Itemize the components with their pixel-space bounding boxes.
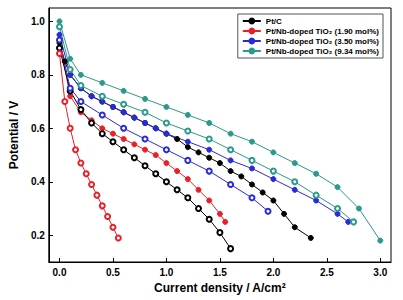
svg-text:2.0: 2.0 [266,267,280,278]
svg-text:Pt/Nb-doped TiO₂ (1.90 mol%): Pt/Nb-doped TiO₂ (1.90 mol%) [266,27,380,36]
svg-text:Potential / V: Potential / V [7,101,21,170]
svg-text:0.2: 0.2 [31,230,45,241]
svg-text:2.5: 2.5 [320,267,334,278]
svg-text:0.5: 0.5 [106,267,120,278]
svg-text:0.0: 0.0 [53,267,67,278]
svg-text:Current density / A/cm²: Current density / A/cm² [154,281,286,295]
svg-text:0.4: 0.4 [31,176,45,187]
svg-text:1.5: 1.5 [213,267,227,278]
svg-text:1.0: 1.0 [31,16,45,27]
svg-text:Pt/C: Pt/C [266,17,282,26]
svg-text:3.0: 3.0 [373,267,387,278]
svg-text:1.0: 1.0 [159,267,173,278]
svg-text:0.6: 0.6 [31,123,45,134]
svg-text:Pt/Nb-doped TiO₂ (3.50 mol%): Pt/Nb-doped TiO₂ (3.50 mol%) [266,37,380,46]
svg-text:0.8: 0.8 [31,69,45,80]
svg-text:Pt/Nb-doped TiO₂ (9.34 mol%): Pt/Nb-doped TiO₂ (9.34 mol%) [266,47,380,56]
